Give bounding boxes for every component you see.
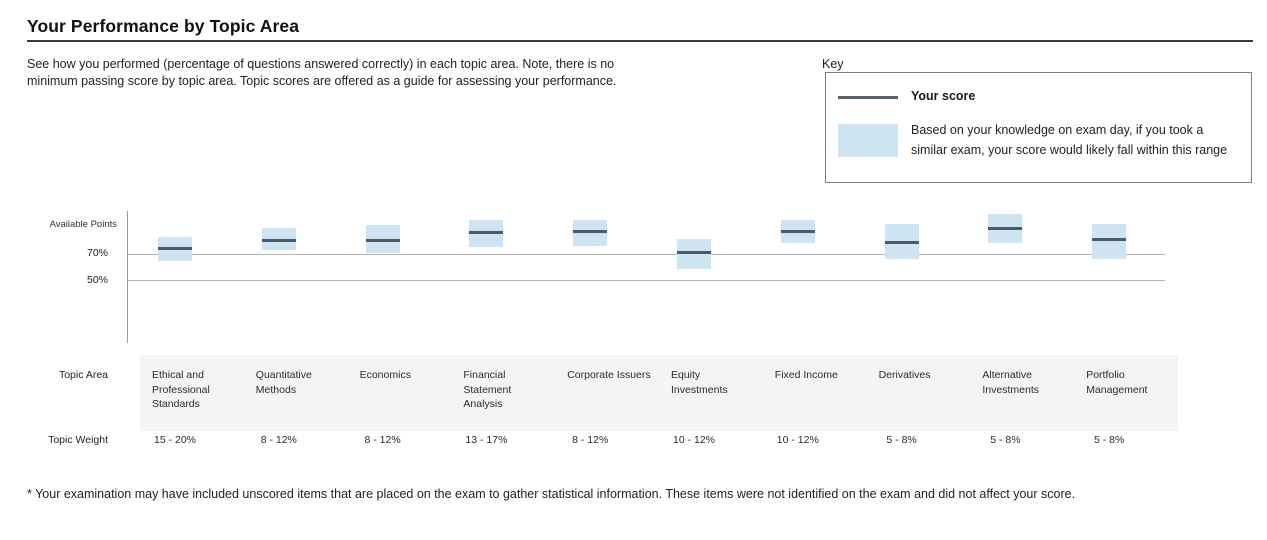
your-score-line — [988, 227, 1023, 231]
topic-weight-value: 10 - 12% — [672, 434, 716, 446]
your-score-line — [573, 229, 608, 233]
score-range-description: Based on your knowledge on exam day, if … — [911, 123, 1228, 157]
topic-weight-value: 15 - 20% — [153, 434, 197, 446]
topic-area-name: Fixed Income — [774, 369, 838, 381]
y-axis-title: Available Points — [49, 219, 117, 230]
y-axis-line — [127, 211, 128, 343]
topic-area-name: Corporate Issuers — [567, 369, 651, 381]
your-score-line — [158, 247, 192, 251]
topic-area-row-label: Topic Area — [58, 369, 108, 381]
topic-area-name: Equity Investments — [671, 369, 728, 396]
topic-weight-value: 5 - 8% — [1094, 434, 1125, 446]
your-score-line — [884, 240, 919, 244]
score-range-box — [261, 227, 296, 251]
y-tick-70: 70% — [86, 247, 108, 259]
your-score-line — [261, 239, 296, 243]
intro-text: See how you performed (percentage of que… — [27, 57, 617, 88]
topic-weight-value: 5 - 8% — [990, 434, 1021, 446]
footnote: * Your examination may have included uns… — [27, 487, 1076, 501]
topic-area-name: Quantitative Methods — [255, 369, 312, 396]
topic-area-name: Ethical and Professional Standards — [152, 369, 210, 410]
topic-weight-value: 8 - 12% — [572, 434, 609, 446]
gridline-70pct — [128, 254, 1165, 255]
your-score-line — [469, 231, 504, 235]
topic-area-name: Alternative Investments — [982, 369, 1039, 396]
topic-weight-value: 8 - 12% — [260, 434, 297, 446]
topic-weight-value: 5 - 8% — [886, 434, 917, 446]
topic-area-band — [140, 355, 1178, 431]
your-score-line — [365, 239, 400, 243]
gridline-50pct — [128, 280, 1165, 281]
topic-area-name: Derivatives — [878, 369, 931, 381]
topic-area-name: Financial Statement Analysis — [463, 369, 512, 410]
your-score-line-swatch — [838, 96, 898, 99]
score-range-box — [1092, 223, 1127, 260]
topic-weight-value: 8 - 12% — [364, 434, 401, 446]
your-score-label: Your score — [911, 89, 976, 103]
key-label: Key — [822, 57, 844, 71]
your-score-line — [780, 229, 815, 233]
score-range-swatch — [838, 124, 898, 157]
topic-weight-value: 10 - 12% — [776, 434, 819, 446]
topic-area-name: Portfolio Management — [1086, 369, 1148, 396]
your-score-line — [1092, 237, 1127, 241]
your-score-line — [677, 251, 711, 255]
topic-area-name: Economics — [359, 369, 411, 381]
y-tick-50: 50% — [86, 274, 108, 286]
page-title: Your Performance by Topic Area — [27, 16, 300, 36]
topic-weight-value: 13 - 17% — [465, 434, 508, 446]
topic-weight-row-label: Topic Weight — [48, 434, 108, 446]
title-underline — [27, 40, 1253, 42]
score-range-box — [365, 224, 400, 253]
